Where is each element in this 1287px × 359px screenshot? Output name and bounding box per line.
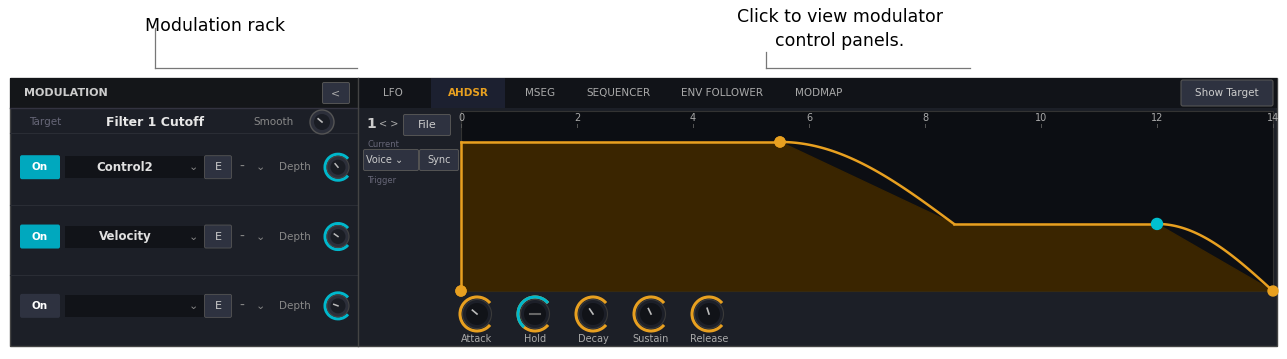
- Circle shape: [331, 298, 345, 313]
- Text: Voice ⌄: Voice ⌄: [367, 155, 404, 165]
- Circle shape: [698, 303, 719, 325]
- Text: -: -: [239, 299, 245, 313]
- Text: SEQUENCER: SEQUENCER: [586, 88, 650, 98]
- FancyBboxPatch shape: [363, 149, 418, 171]
- FancyBboxPatch shape: [205, 294, 232, 317]
- Text: Current: Current: [367, 140, 399, 149]
- Circle shape: [695, 299, 723, 328]
- Text: Sustain: Sustain: [633, 334, 669, 344]
- Text: On: On: [32, 162, 48, 172]
- FancyBboxPatch shape: [1181, 80, 1273, 106]
- FancyBboxPatch shape: [205, 156, 232, 179]
- Circle shape: [640, 303, 662, 325]
- Text: Control2: Control2: [97, 161, 153, 174]
- Text: <: <: [331, 88, 341, 98]
- Text: MSEG: MSEG: [525, 88, 555, 98]
- Circle shape: [775, 137, 785, 147]
- Text: ⌄: ⌄: [255, 162, 265, 172]
- Text: 12: 12: [1151, 113, 1163, 123]
- Bar: [10, 78, 1277, 346]
- Circle shape: [775, 137, 785, 147]
- Text: Trigger: Trigger: [367, 176, 396, 185]
- Text: ⌄: ⌄: [188, 162, 198, 172]
- Text: Attack: Attack: [461, 334, 493, 344]
- Circle shape: [314, 114, 329, 130]
- Circle shape: [331, 160, 345, 175]
- Polygon shape: [461, 142, 1273, 291]
- Circle shape: [1152, 218, 1162, 229]
- Text: 6: 6: [806, 113, 812, 123]
- FancyBboxPatch shape: [21, 294, 60, 318]
- Text: 14: 14: [1266, 113, 1279, 123]
- Bar: [431, 78, 505, 108]
- Circle shape: [637, 299, 665, 328]
- Text: Sync: Sync: [427, 155, 450, 165]
- Text: MODMAP: MODMAP: [795, 88, 843, 98]
- Text: LFO: LFO: [384, 88, 403, 98]
- Circle shape: [582, 303, 604, 325]
- Text: ENV FOLLOWER: ENV FOLLOWER: [681, 88, 763, 98]
- Text: ⌄: ⌄: [255, 301, 265, 311]
- Text: 2: 2: [574, 113, 580, 123]
- Circle shape: [327, 295, 349, 317]
- Text: Show Target: Show Target: [1196, 88, 1259, 98]
- Bar: [10, 78, 358, 108]
- Circle shape: [327, 225, 349, 248]
- Text: File: File: [417, 120, 436, 130]
- FancyBboxPatch shape: [323, 83, 350, 103]
- Text: -: -: [239, 229, 245, 243]
- Text: 10: 10: [1035, 113, 1048, 123]
- Text: Release: Release: [690, 334, 728, 344]
- Text: < >: < >: [380, 119, 399, 129]
- Bar: [66, 156, 205, 178]
- Text: Hold: Hold: [524, 334, 546, 344]
- Circle shape: [578, 299, 607, 328]
- Circle shape: [462, 299, 492, 328]
- Text: 8: 8: [921, 113, 928, 123]
- Text: ⌄: ⌄: [255, 232, 265, 242]
- FancyBboxPatch shape: [21, 224, 60, 248]
- Circle shape: [524, 303, 546, 325]
- Text: On: On: [32, 232, 48, 242]
- Text: Smooth: Smooth: [252, 117, 293, 127]
- Text: Decay: Decay: [578, 334, 609, 344]
- Text: MODULATION: MODULATION: [24, 88, 108, 98]
- Text: E: E: [215, 162, 221, 172]
- Circle shape: [1268, 286, 1278, 296]
- FancyBboxPatch shape: [404, 115, 450, 135]
- Text: 0: 0: [458, 113, 465, 123]
- Text: On: On: [32, 301, 48, 311]
- Circle shape: [331, 229, 345, 244]
- FancyBboxPatch shape: [205, 225, 232, 248]
- Text: Click to view modulator: Click to view modulator: [737, 8, 943, 26]
- Circle shape: [456, 286, 466, 296]
- Text: control panels.: control panels.: [775, 32, 905, 50]
- Circle shape: [456, 286, 466, 296]
- Text: Depth: Depth: [279, 301, 311, 311]
- Text: Depth: Depth: [279, 232, 311, 242]
- Text: Filter 1 Cutoff: Filter 1 Cutoff: [106, 116, 205, 129]
- Bar: [461, 111, 1273, 291]
- Text: AHDSR: AHDSR: [448, 88, 489, 98]
- Text: Depth: Depth: [279, 162, 311, 172]
- Text: Velocity: Velocity: [99, 230, 152, 243]
- Text: -: -: [239, 160, 245, 174]
- Bar: [359, 78, 1277, 108]
- Circle shape: [327, 156, 349, 178]
- Circle shape: [520, 299, 550, 328]
- Text: Modulation rack: Modulation rack: [145, 17, 284, 35]
- Text: Target: Target: [28, 117, 60, 127]
- Text: 4: 4: [690, 113, 696, 123]
- Text: ⌄: ⌄: [188, 301, 198, 311]
- Bar: [66, 295, 205, 317]
- Text: 1: 1: [366, 117, 376, 131]
- Text: ⌄: ⌄: [188, 232, 198, 242]
- Circle shape: [466, 303, 488, 325]
- FancyBboxPatch shape: [21, 155, 60, 179]
- Text: E: E: [215, 232, 221, 242]
- Bar: [66, 225, 205, 248]
- FancyBboxPatch shape: [420, 149, 458, 171]
- Text: E: E: [215, 301, 221, 311]
- Circle shape: [310, 110, 335, 134]
